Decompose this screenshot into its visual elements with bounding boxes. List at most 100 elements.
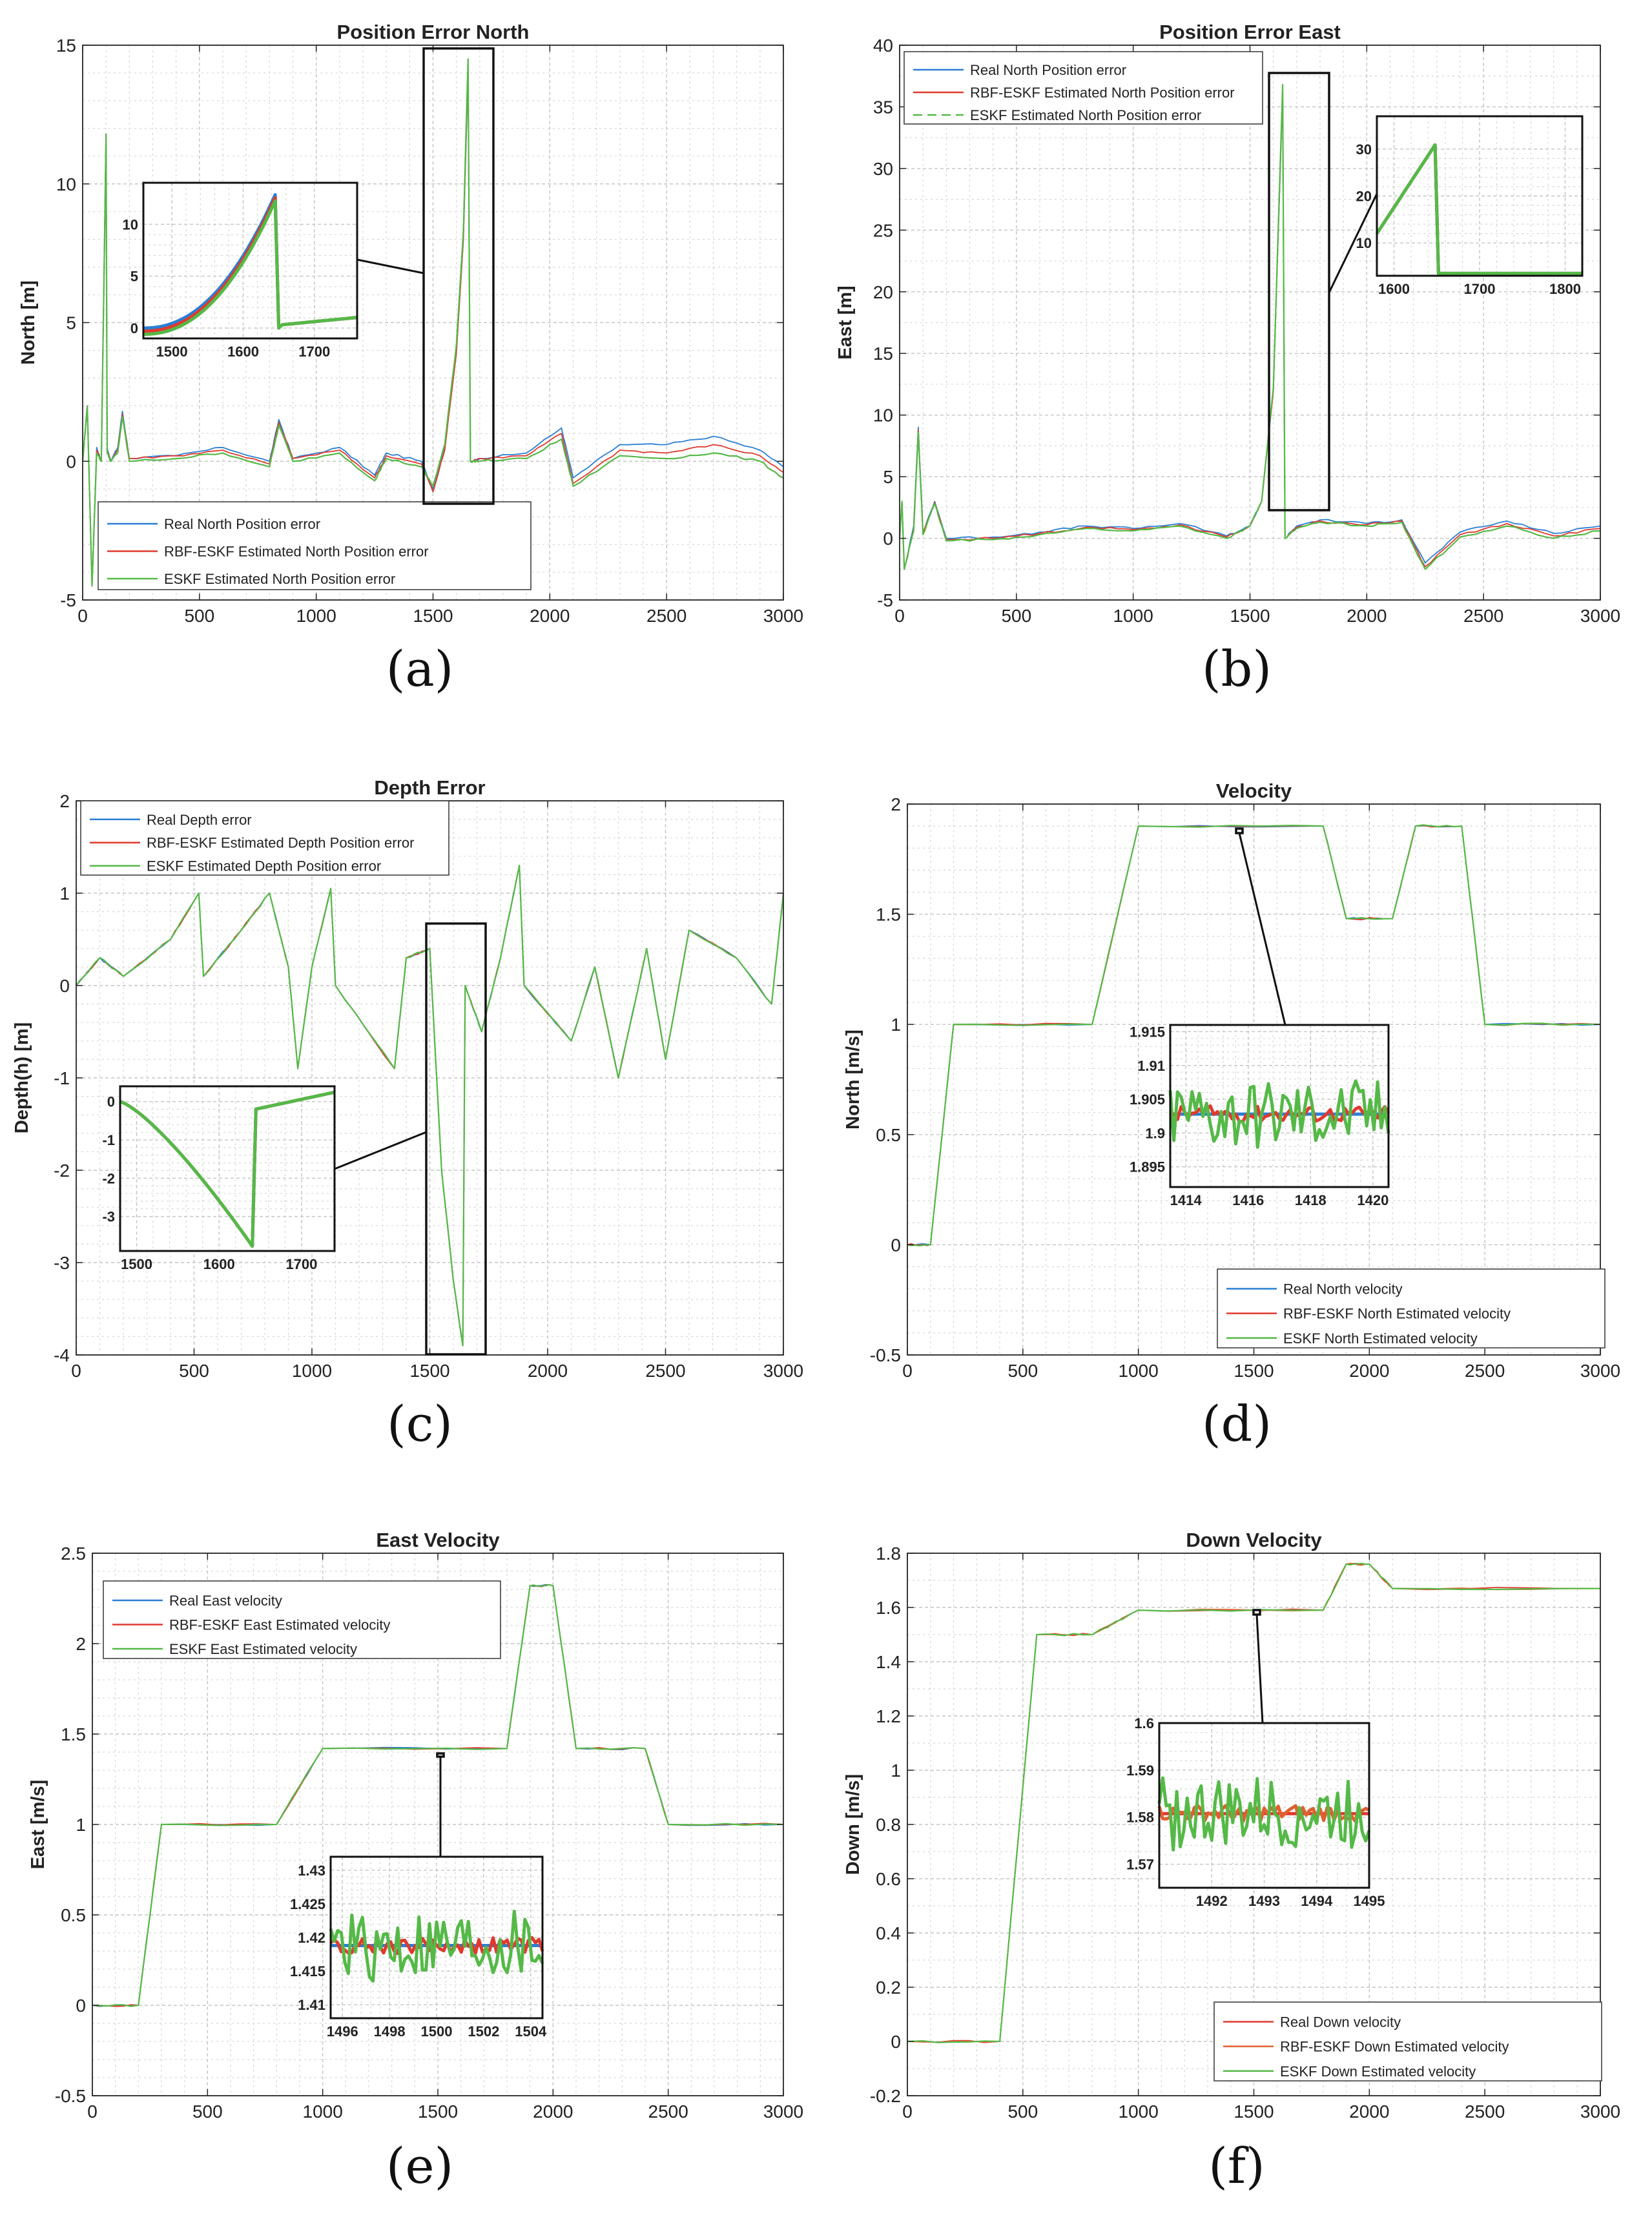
inset-x-tick-label: 1800	[1549, 281, 1581, 297]
chart-title: Down Velocity	[1186, 1529, 1322, 1551]
inset-x-tick-label: 1418	[1295, 1192, 1327, 1208]
y-tick-label: 2	[59, 791, 70, 811]
legend-entry: RBF-ESKF East Estimated velocity	[169, 1617, 390, 1633]
inset-frame	[1169, 1024, 1390, 1188]
y-tick-label: 0	[76, 1996, 86, 2016]
inset-x-tick-label: 1498	[374, 2023, 406, 2040]
y-tick-label: 0.4	[876, 1923, 901, 1943]
inset-y-tick-label: 1.42	[298, 1930, 325, 1946]
inset-x-tick-label: 1494	[1301, 1893, 1333, 1909]
y-tick-label: 0.2	[876, 1978, 901, 1998]
y-tick-label: -2	[54, 1161, 70, 1181]
series-line-3	[907, 824, 1601, 1246]
y-tick-label: 2	[891, 794, 901, 814]
y-tick-label: 0	[883, 529, 893, 549]
inset-x-tick-label: 1493	[1248, 1893, 1280, 1909]
y-tick-label: -0.2	[870, 2086, 901, 2106]
y-tick-label: -1	[54, 1068, 70, 1088]
y-tick-label: 5	[66, 313, 76, 333]
legend-entry: RBF-ESKF Estimated North Position error	[970, 85, 1235, 101]
panel-caption: (b)	[1202, 640, 1272, 697]
inset-x-tick-label: 1495	[1354, 1893, 1385, 1909]
x-tick-label: 500	[1007, 2102, 1038, 2122]
legend-entry: ESKF North Estimated velocity	[1283, 1330, 1478, 1347]
x-tick-label: 0	[902, 2102, 913, 2122]
panel-caption: (a)	[386, 640, 454, 697]
y-tick-label: 1	[891, 1015, 901, 1035]
legend-entry: ESKF Estimated North Position error	[970, 107, 1201, 123]
y-tick-label: -4	[54, 1345, 70, 1365]
y-tick-label: 1.5	[61, 1724, 86, 1744]
legend-entry: RBF-ESKF Estimated Depth Position error	[147, 835, 414, 851]
x-tick-label: 2000	[530, 606, 570, 626]
legend-box	[80, 800, 449, 876]
series-line-3	[92, 1584, 784, 2007]
x-tick-label: 3000	[763, 606, 803, 626]
x-tick-label: 0	[894, 606, 905, 626]
zoom-region-box	[425, 922, 487, 1356]
chart-title: Velocity	[1216, 780, 1292, 802]
inset-x-tick-label: 1500	[121, 1256, 152, 1272]
legend-box	[103, 1580, 501, 1659]
legend-entry: ESKF Estimated North Position error	[164, 571, 395, 587]
inset-x-tick-label: 1500	[156, 344, 188, 360]
inset-y-tick-label: 1.59	[1126, 1762, 1154, 1779]
y-tick-label: 20	[873, 282, 893, 302]
panel-d: 0 500 1000 1500 2000 2500 3000-0.500.511.52Vel…	[843, 780, 1620, 1452]
inset-y-tick-label: 1.415	[290, 1963, 325, 1979]
panel-caption: (d)	[1202, 1395, 1272, 1452]
y-axis-label: East [m/s]	[28, 1780, 48, 1870]
inset-y-tick-label: 5	[130, 269, 138, 285]
x-tick-label: 1500	[418, 2102, 458, 2122]
panel-caption: (c)	[387, 1395, 453, 1452]
legend-entry: Real North Position error	[164, 516, 320, 532]
inset-x-tick-label: 1504	[515, 2023, 547, 2040]
inset-y-tick-label: -1	[102, 1132, 115, 1148]
zoom-connector-line	[356, 258, 424, 274]
inset-y-tick-label: 1.9	[1145, 1125, 1165, 1141]
panel-e: 0 500 1000 1500 2000 2500 3000-0.500.511.522.5…	[28, 1529, 803, 2195]
inset-y-tick-label: -2	[102, 1170, 115, 1186]
y-tick-label: -0.5	[55, 2086, 86, 2106]
x-tick-label: 0	[902, 1361, 913, 1381]
x-tick-label: 2000	[1349, 1361, 1389, 1381]
x-tick-label: 1000	[1119, 1361, 1159, 1381]
y-tick-label: 1	[59, 883, 70, 904]
y-tick-label: 0.5	[61, 1905, 86, 1925]
x-tick-label: 1500	[1234, 1361, 1274, 1381]
y-tick-label: -5	[877, 590, 893, 610]
y-tick-label: 15	[873, 344, 893, 364]
panel-c: 0 500 1000 1500 2000 2500 3000 -4 -3 -2 -1 0 1 2 Depth…	[12, 776, 803, 1452]
inset-y-tick-label: 0	[130, 320, 138, 336]
y-tick-label: -3	[54, 1253, 70, 1273]
x-tick-label: 1500	[1230, 606, 1270, 626]
inset-x-tick-label: 1416	[1232, 1192, 1264, 1208]
inset-frame	[329, 1855, 544, 2020]
y-tick-label: 35	[873, 97, 893, 117]
y-tick-label: 2.5	[61, 1544, 86, 1564]
inset-x-tick-label: 1700	[285, 1256, 317, 1272]
inset-frame	[1158, 1722, 1370, 1889]
inset-series-line-3	[329, 1910, 544, 1983]
y-tick-label: 1.4	[876, 1652, 901, 1672]
x-tick-label: 1000	[1113, 606, 1153, 626]
y-axis-label: North [m]	[18, 280, 39, 364]
legend-entry: ESKF Down Estimated velocity	[1280, 2063, 1476, 2080]
inset-series-line-3	[143, 199, 358, 336]
y-tick-label: 0	[66, 451, 76, 471]
y-tick-label: 0	[891, 2032, 901, 2052]
zoom-connector-line	[1255, 1614, 1264, 1724]
x-tick-label: 500	[184, 606, 214, 626]
legend-entry: Real Down velocity	[1280, 2014, 1401, 2030]
x-tick-label: 1500	[409, 1361, 449, 1381]
inset-x-tick-label: 1492	[1196, 1893, 1228, 1909]
inset-series-line-3	[1375, 143, 1582, 275]
inset-series-line-3	[1157, 1776, 1371, 1852]
x-tick-label: 500	[179, 1361, 209, 1381]
x-tick-label: 2500	[1465, 2102, 1505, 2122]
y-tick-label: 0	[59, 976, 70, 996]
y-tick-label: -0.5	[870, 1345, 901, 1365]
legend-entry: RBF-ESKF North Estimated velocity	[1283, 1306, 1511, 1322]
zoom-region-box	[422, 47, 495, 505]
